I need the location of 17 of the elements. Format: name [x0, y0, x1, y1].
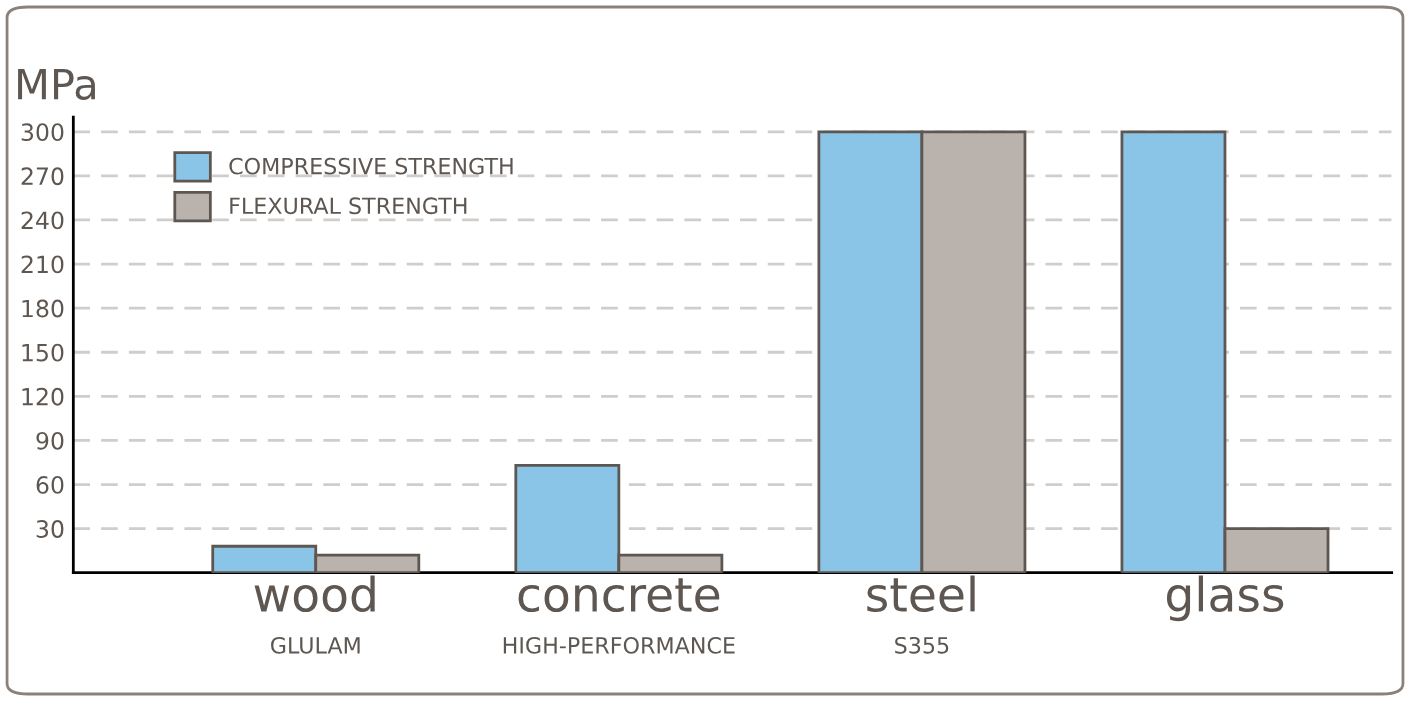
category-label: steel S355	[867, 575, 975, 654]
x-tick-label: glass	[1166, 575, 1284, 622]
y-tick-label: 60	[36, 475, 64, 494]
legend-label: COMPRESSIVE STRENGTH	[229, 157, 513, 175]
y-tick-label: 180	[22, 299, 64, 318]
y-tick-label: 210	[21, 255, 64, 274]
y-axis-title: MPa	[18, 68, 95, 100]
category-label: concrete HIGH-PERFORMANCE	[503, 578, 735, 654]
y-tick-label: 90	[36, 431, 64, 450]
legend-label: FLEXURAL STRENGTH	[230, 197, 467, 215]
y-tick-label: 120	[22, 387, 64, 406]
y-tick-label: 150	[22, 343, 64, 362]
y-tick-label: 300	[21, 123, 64, 142]
category-label: wood GLULAM	[254, 575, 375, 654]
y-tick-label: 240	[21, 211, 64, 230]
y-tick-label: 30	[36, 520, 64, 538]
y-tick-label: 270	[21, 167, 64, 186]
